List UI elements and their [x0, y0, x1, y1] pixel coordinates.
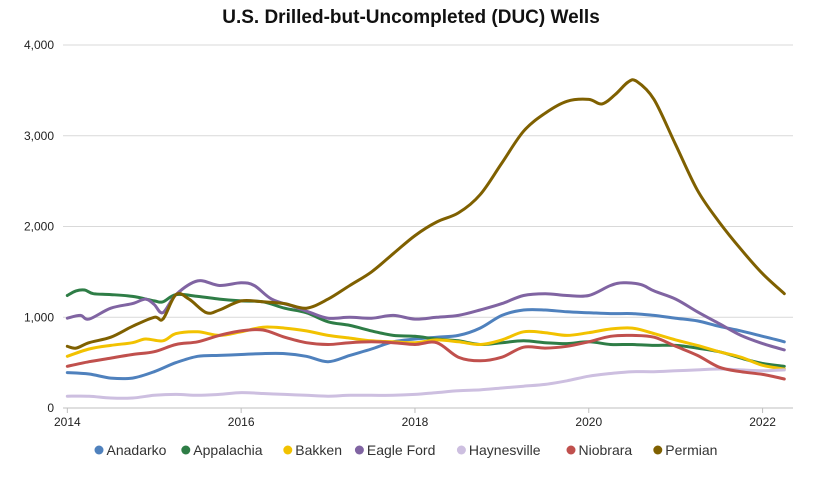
legend-marker-anadarko [94, 445, 104, 455]
legend-item-permian: Permian [653, 442, 717, 458]
legend-label-permian: Permian [665, 442, 717, 458]
y-tick-label: 1,000 [24, 310, 54, 324]
y-tick-label: 2,000 [24, 220, 54, 234]
legend-item-bakken: Bakken [283, 442, 342, 458]
legend-marker-niobrara [566, 445, 576, 455]
x-tick-label: 2014 [54, 415, 81, 429]
legend-marker-permian [653, 445, 663, 455]
legend-marker-appalachia [181, 445, 191, 455]
legend-marker-haynesville [456, 445, 466, 455]
legend-item-haynesville: Haynesville [456, 442, 541, 458]
legend: Anadarko Appalachia Bakken Eagle Ford Haynes… [94, 442, 717, 458]
y-tick-label: 0 [47, 401, 54, 415]
grid-layer [63, 44, 793, 318]
series-line-appalachia [65, 288, 786, 368]
series-layer [65, 78, 786, 400]
y-tick-labels: 0 1,000 2,000 3,000 4,000 [24, 38, 54, 415]
legend-item-appalachia: Appalachia [181, 442, 263, 458]
x-tick-label: 2018 [402, 415, 429, 429]
series-line-permian [65, 78, 786, 350]
axis-layer [63, 407, 793, 413]
series-line-bakken [65, 325, 786, 371]
chart-title: U.S. Drilled-but-Uncompleted (DUC) Wells [222, 7, 600, 28]
legend-label-anadarko: Anadarko [107, 442, 167, 458]
series-line-niobrara [65, 328, 786, 381]
legend-label-appalachia: Appalachia [193, 442, 262, 458]
legend-label-haynesville: Haynesville [469, 442, 541, 458]
series-line-eagle-ford [65, 279, 786, 352]
x-tick-labels: 2014 2016 2018 2020 2022 [54, 415, 776, 429]
y-tick-label: 3,000 [24, 129, 54, 143]
series-line-haynesville [65, 367, 786, 400]
legend-item-niobrara: Niobrara [566, 442, 633, 458]
y-tick-label: 4,000 [24, 38, 54, 52]
legend-label-niobrara: Niobrara [579, 442, 633, 458]
legend-marker-bakken [283, 445, 293, 455]
legend-item-eagle-ford: Eagle Ford [354, 442, 435, 458]
x-tick-label: 2016 [228, 415, 255, 429]
x-tick-label: 2020 [575, 415, 602, 429]
legend-label-eagle-ford: Eagle Ford [367, 442, 435, 458]
legend-item-anadarko: Anadarko [94, 442, 167, 458]
legend-marker-eagle-ford [354, 445, 364, 455]
legend-label-bakken: Bakken [295, 442, 342, 458]
x-tick-label: 2022 [749, 415, 776, 429]
